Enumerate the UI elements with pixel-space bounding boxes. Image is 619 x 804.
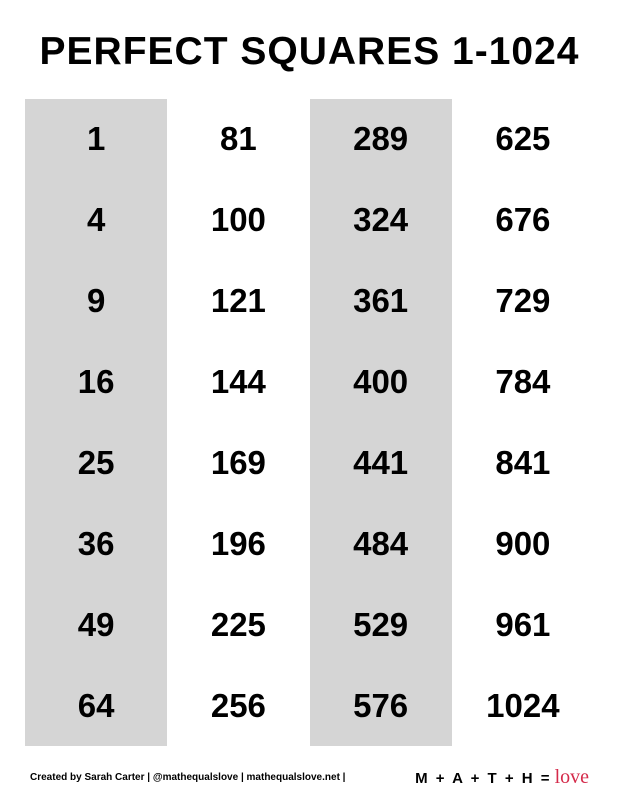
table-cell: 36 bbox=[25, 503, 167, 584]
table-cell: 4 bbox=[25, 180, 167, 261]
squares-table: 1 4 9 16 25 36 49 64 81 100 121 144 169 … bbox=[25, 99, 594, 746]
table-cell: 900 bbox=[452, 503, 594, 584]
table-cell: 441 bbox=[310, 423, 452, 504]
table-cell: 16 bbox=[25, 342, 167, 423]
table-column-2: 81 100 121 144 169 196 225 256 bbox=[167, 99, 309, 746]
table-cell: 9 bbox=[25, 261, 167, 342]
table-cell: 576 bbox=[310, 665, 452, 746]
table-cell: 324 bbox=[310, 180, 452, 261]
table-cell: 49 bbox=[25, 584, 167, 665]
table-cell: 961 bbox=[452, 584, 594, 665]
footer-credit-text: Created by Sarah Carter | @mathequalslov… bbox=[30, 772, 345, 783]
table-cell: 144 bbox=[167, 342, 309, 423]
table-cell: 256 bbox=[167, 665, 309, 746]
table-cell: 361 bbox=[310, 261, 452, 342]
table-column-1: 1 4 9 16 25 36 49 64 bbox=[25, 99, 167, 746]
footer-logo: M + A + T + H = love bbox=[415, 766, 589, 789]
table-cell: 676 bbox=[452, 180, 594, 261]
table-cell: 100 bbox=[167, 180, 309, 261]
table-cell: 289 bbox=[310, 99, 452, 180]
table-cell: 529 bbox=[310, 584, 452, 665]
table-cell: 484 bbox=[310, 503, 452, 584]
table-cell: 841 bbox=[452, 423, 594, 504]
page-footer: Created by Sarah Carter | @mathequalslov… bbox=[25, 766, 594, 789]
table-cell: 169 bbox=[167, 423, 309, 504]
table-cell: 121 bbox=[167, 261, 309, 342]
table-cell: 64 bbox=[25, 665, 167, 746]
table-cell: 1024 bbox=[452, 665, 594, 746]
table-cell: 81 bbox=[167, 99, 309, 180]
table-cell: 1 bbox=[25, 99, 167, 180]
page-title: PERFECT SQUARES 1-1024 bbox=[25, 30, 594, 74]
table-cell: 25 bbox=[25, 423, 167, 504]
footer-logo-script: love bbox=[555, 766, 589, 789]
table-cell: 400 bbox=[310, 342, 452, 423]
footer-logo-text: M + A + T + H = bbox=[415, 770, 551, 787]
table-cell: 196 bbox=[167, 503, 309, 584]
table-cell: 225 bbox=[167, 584, 309, 665]
table-cell: 729 bbox=[452, 261, 594, 342]
table-column-4: 625 676 729 784 841 900 961 1024 bbox=[452, 99, 594, 746]
table-cell: 625 bbox=[452, 99, 594, 180]
table-cell: 784 bbox=[452, 342, 594, 423]
table-column-3: 289 324 361 400 441 484 529 576 bbox=[310, 99, 452, 746]
